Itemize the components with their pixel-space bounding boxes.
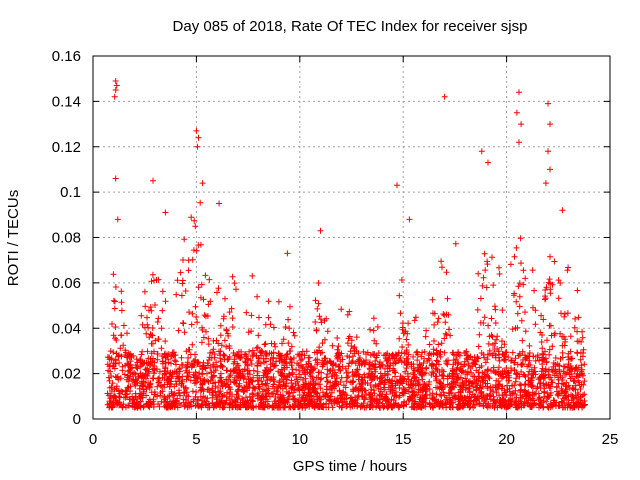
- y-tick-label: 0.04: [52, 320, 81, 337]
- y-tick-label: 0: [73, 411, 81, 428]
- y-axis-title: ROTI / TECUs: [5, 190, 22, 286]
- y-tick-label: 0.12: [52, 139, 81, 156]
- x-tick-label: 20: [498, 431, 515, 448]
- y-tick-label: 0.02: [52, 366, 81, 383]
- grid-lines: [93, 56, 610, 419]
- data-points: [104, 78, 588, 411]
- x-tick-label: 10: [291, 431, 308, 448]
- chart-title: Day 085 of 2018, Rate Of TEC Index for r…: [173, 18, 528, 35]
- tick-labels: 0 5 10 15 20 25 0 0.02 0.04 0.06 0.08 0.1 0.12 0.14 0.…: [52, 48, 619, 448]
- x-tick-label: 25: [602, 431, 619, 448]
- x-tick-label: 0: [89, 431, 97, 448]
- axis-ticks: [92, 55, 611, 420]
- x-tick-label: 15: [395, 431, 412, 448]
- roti-points-group: [104, 223, 586, 411]
- x-axis-title: GPS time / hours: [293, 458, 407, 475]
- y-tick-label: 0.16: [52, 48, 81, 65]
- y-tick-label: 0.06: [52, 275, 81, 292]
- y-tick-label: 0.08: [52, 230, 81, 247]
- y-tick-label: 0.1: [60, 184, 81, 201]
- roti-points-group: [111, 78, 566, 257]
- x-tick-label: 5: [192, 431, 200, 448]
- y-tick-label: 0.14: [52, 93, 81, 110]
